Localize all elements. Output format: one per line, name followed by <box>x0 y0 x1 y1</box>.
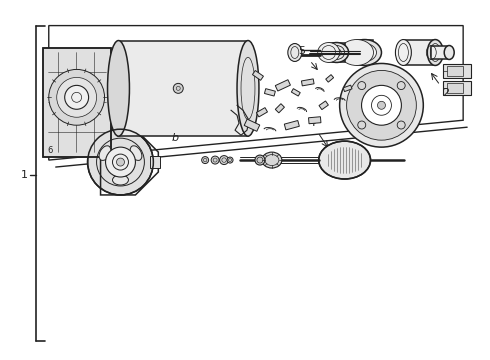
Ellipse shape <box>288 44 302 62</box>
Ellipse shape <box>237 41 259 136</box>
Ellipse shape <box>130 146 142 161</box>
Ellipse shape <box>107 41 129 136</box>
Ellipse shape <box>444 45 454 59</box>
Bar <box>329 42 344 62</box>
Bar <box>119 41 248 136</box>
Bar <box>43 48 111 157</box>
Text: 2: 2 <box>442 88 449 98</box>
Ellipse shape <box>347 40 382 66</box>
Ellipse shape <box>353 44 376 62</box>
Ellipse shape <box>255 155 265 165</box>
Text: 5: 5 <box>298 46 305 57</box>
Text: 6: 6 <box>48 146 53 155</box>
Ellipse shape <box>262 152 282 168</box>
Bar <box>447 84 463 93</box>
Ellipse shape <box>340 40 373 66</box>
Text: b: b <box>172 133 179 143</box>
Bar <box>447 67 463 76</box>
Bar <box>443 64 471 78</box>
Bar <box>275 104 284 113</box>
Bar <box>403 40 435 66</box>
Text: 4: 4 <box>308 118 315 128</box>
Bar <box>309 117 321 124</box>
Bar <box>343 85 352 91</box>
Bar <box>431 45 449 59</box>
Circle shape <box>117 158 124 166</box>
Circle shape <box>211 156 219 164</box>
Bar <box>252 71 264 80</box>
Circle shape <box>220 156 228 165</box>
Circle shape <box>57 77 97 117</box>
Circle shape <box>88 129 153 195</box>
Bar <box>275 80 291 91</box>
Circle shape <box>362 85 401 125</box>
Circle shape <box>105 147 135 177</box>
Bar <box>265 89 275 96</box>
Ellipse shape <box>318 141 370 179</box>
Bar <box>256 108 268 117</box>
Bar <box>326 75 334 82</box>
Text: 1: 1 <box>21 170 28 180</box>
Circle shape <box>340 63 423 147</box>
Ellipse shape <box>427 40 443 66</box>
Ellipse shape <box>113 175 128 185</box>
Circle shape <box>173 84 183 93</box>
Circle shape <box>65 85 89 109</box>
Bar <box>292 89 300 96</box>
Circle shape <box>202 157 209 163</box>
Bar <box>244 119 260 131</box>
Ellipse shape <box>325 42 348 62</box>
Bar <box>150 156 160 168</box>
Circle shape <box>377 101 386 109</box>
Circle shape <box>346 71 416 140</box>
Bar <box>319 101 328 109</box>
Bar <box>43 48 111 157</box>
Circle shape <box>227 157 233 163</box>
Ellipse shape <box>395 40 412 66</box>
Bar <box>301 79 314 86</box>
Text: 3: 3 <box>222 84 230 94</box>
Circle shape <box>49 69 104 125</box>
Bar <box>284 121 299 130</box>
Bar <box>443 81 471 95</box>
Ellipse shape <box>99 146 111 161</box>
Bar <box>357 40 372 66</box>
Ellipse shape <box>318 42 340 62</box>
